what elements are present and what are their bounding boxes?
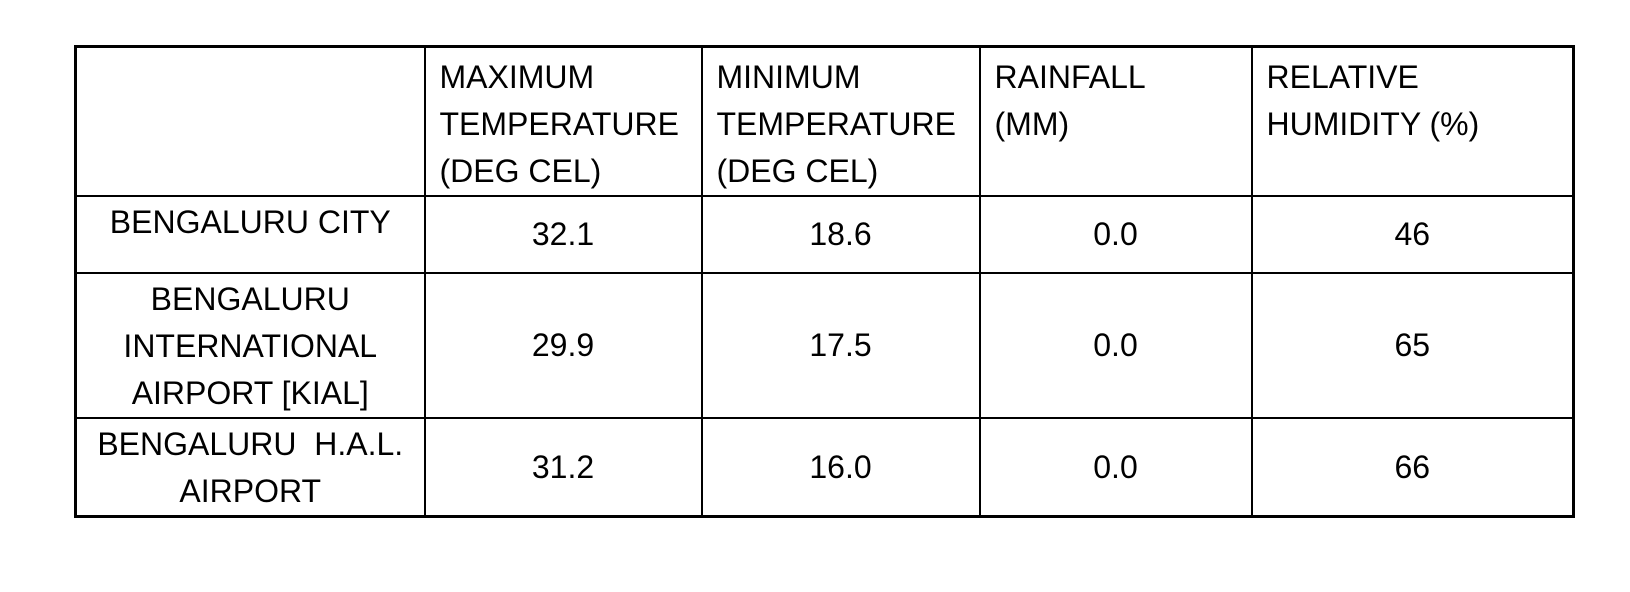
col-header-rainfall: RAINFALL (MM)	[978, 45, 1253, 197]
rainfall-value-cell: 0.0	[978, 195, 1253, 274]
corner-cell	[74, 45, 426, 197]
col-header-min-temperature: MINIMUM TEMPERATURE (DEG CEL)	[700, 45, 981, 197]
location-cell: BENGALURU H.A.L. AIRPORT	[74, 417, 426, 518]
humidity-value-cell: 65	[1250, 272, 1575, 419]
max-temp-value-cell: 31.2	[423, 417, 703, 518]
min-temp-value-cell: 18.6	[700, 195, 981, 274]
table-row-bengaluru-city: BENGALURU CITY 32.1 18.6 0.0 46	[74, 195, 1575, 274]
humidity-value-cell: 46	[1250, 195, 1575, 274]
location-cell: BENGALURU CITY	[74, 195, 426, 274]
weather-data-table: MAXIMUM TEMPERATURE (DEG CEL) MINIMUM TE…	[74, 45, 1575, 518]
max-temp-value-cell: 29.9	[423, 272, 703, 419]
col-header-max-temperature: MAXIMUM TEMPERATURE (DEG CEL)	[423, 45, 703, 197]
table-row-bengaluru-hal-airport: BENGALURU H.A.L. AIRPORT 31.2 16.0 0.0 6…	[74, 417, 1575, 518]
min-temp-value-cell: 17.5	[700, 272, 981, 419]
col-header-relative-humidity: RELATIVE HUMIDITY (%)	[1250, 45, 1575, 197]
min-temp-value-cell: 16.0	[700, 417, 981, 518]
humidity-value-cell: 66	[1250, 417, 1575, 518]
table-header-row: MAXIMUM TEMPERATURE (DEG CEL) MINIMUM TE…	[74, 45, 1575, 197]
rainfall-value-cell: 0.0	[978, 272, 1253, 419]
location-cell: BENGALURU INTERNATIONAL AIRPORT [KIAL]	[74, 272, 426, 419]
rainfall-value-cell: 0.0	[978, 417, 1253, 518]
table-row-bengaluru-international-airport: BENGALURU INTERNATIONAL AIRPORT [KIAL] 2…	[74, 272, 1575, 419]
max-temp-value-cell: 32.1	[423, 195, 703, 274]
